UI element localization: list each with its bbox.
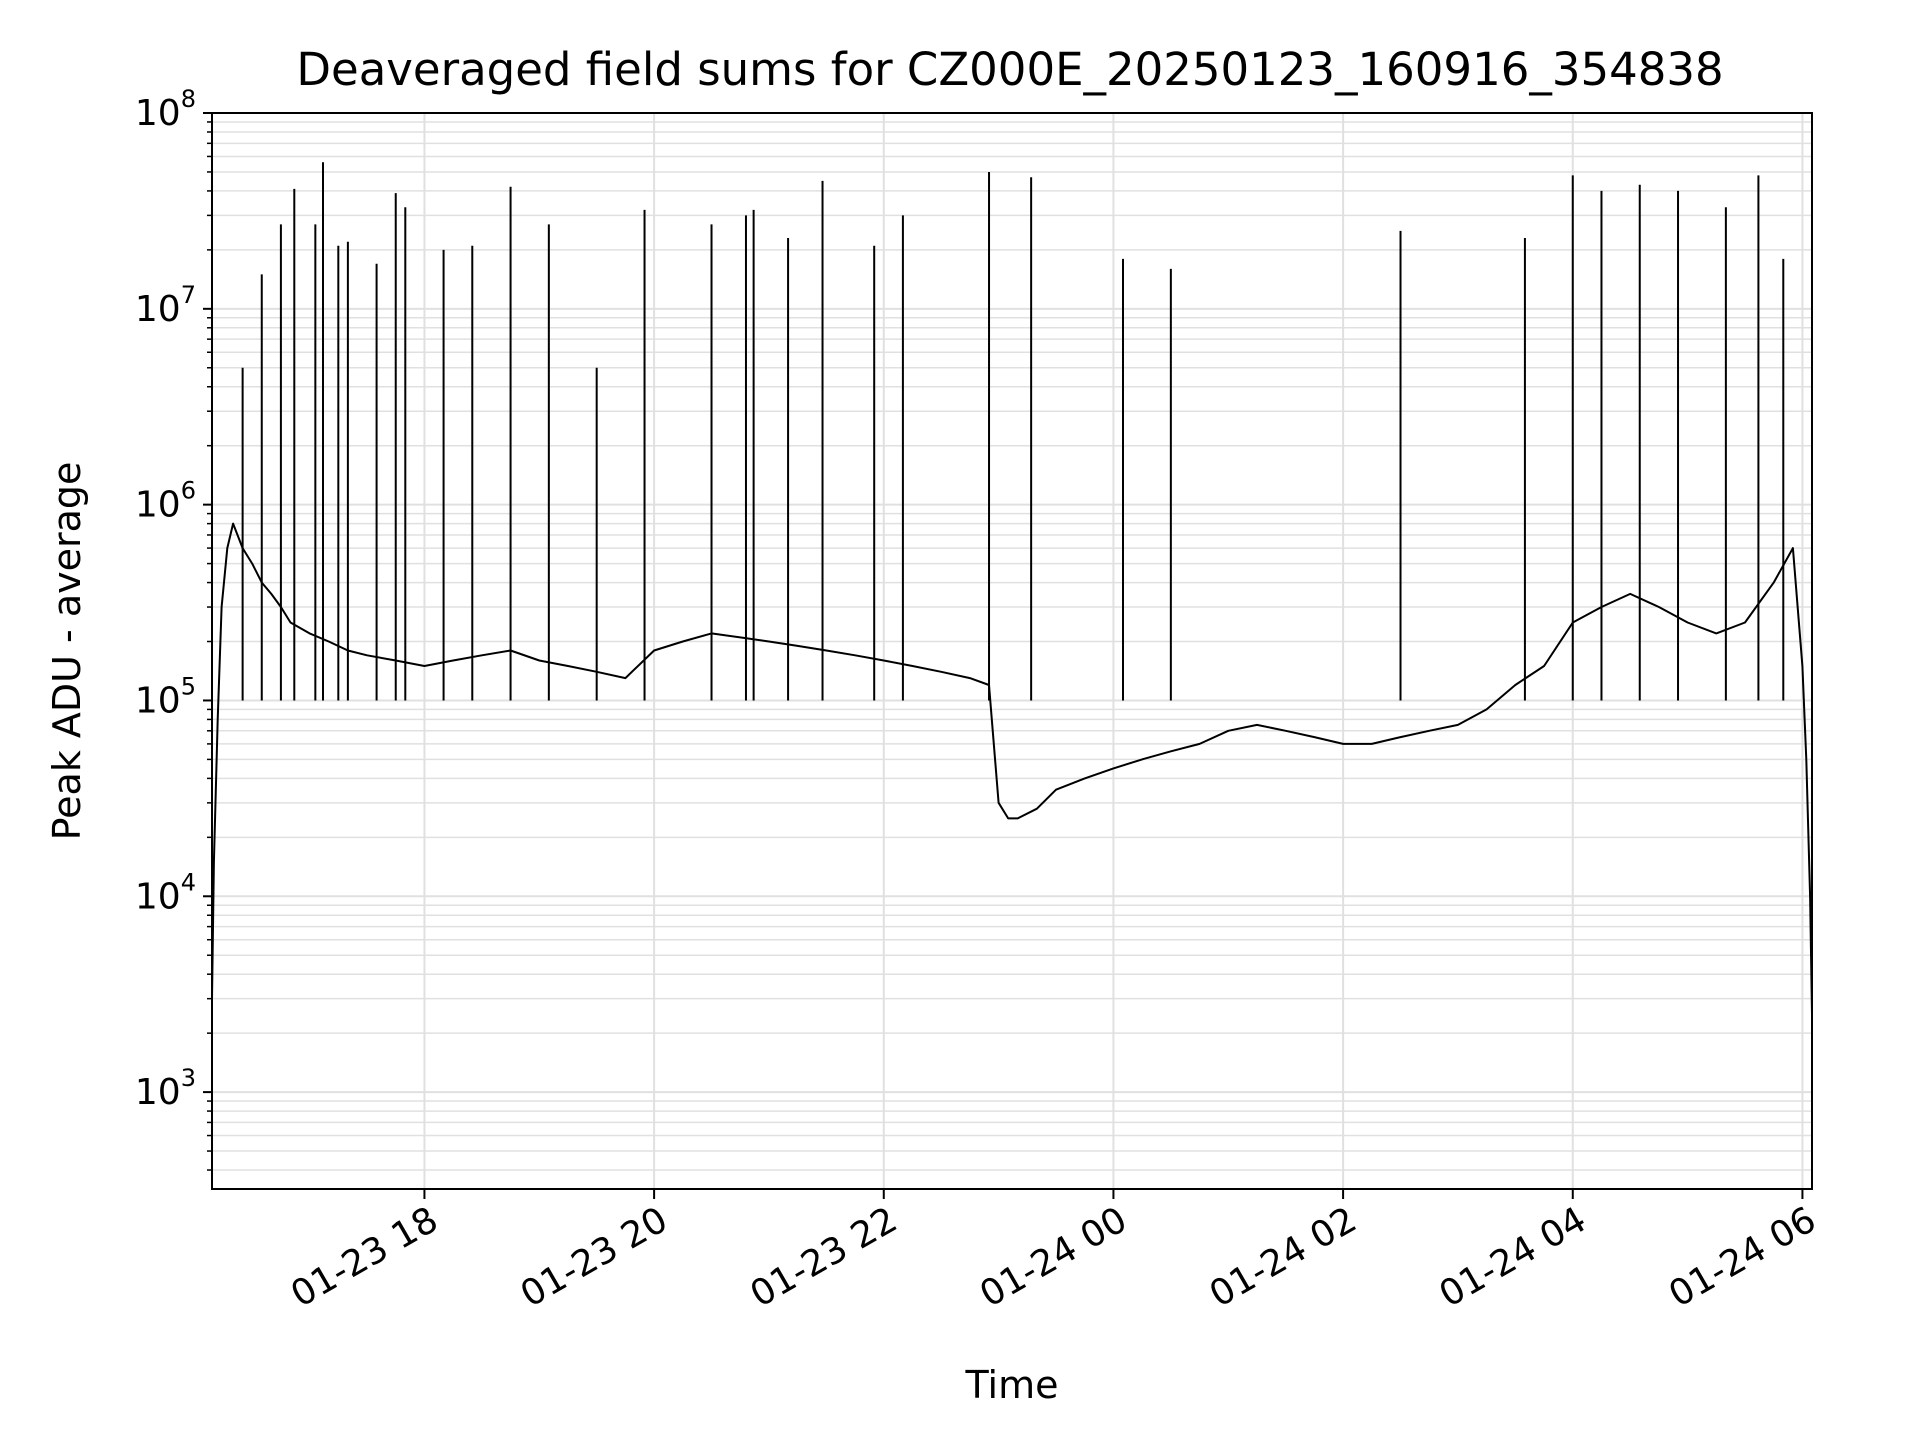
y-tick-label: 103 xyxy=(135,1064,196,1113)
x-axis-label: Time xyxy=(965,1363,1059,1407)
series-group xyxy=(212,162,1812,1015)
y-axis-label: Peak ADU - average xyxy=(45,462,89,841)
y-tick-base: 10 xyxy=(135,485,181,526)
y-tick-exponent: 6 xyxy=(181,477,196,505)
y-tick-label: 104 xyxy=(135,868,196,917)
y-tick-base: 10 xyxy=(135,93,181,134)
y-tick-label: 108 xyxy=(135,85,196,134)
y-tick-base: 10 xyxy=(135,1072,181,1113)
y-tick-exponent: 5 xyxy=(181,672,196,700)
y-tick-exponent: 7 xyxy=(181,281,196,309)
y-tick-exponent: 8 xyxy=(181,85,196,113)
y-tick-base: 10 xyxy=(135,876,181,917)
y-tick-label: 106 xyxy=(135,477,196,526)
plot-frame xyxy=(211,112,1813,1190)
chart-title: Deaveraged field sums for CZ000E_2025012… xyxy=(296,43,1723,96)
y-tick-exponent: 4 xyxy=(181,868,196,896)
y-tick-base: 10 xyxy=(135,680,181,721)
y-tick-exponent: 3 xyxy=(181,1064,196,1092)
y-tick-label: 107 xyxy=(135,281,196,330)
y-tick-label: 105 xyxy=(135,672,196,721)
y-tick-base: 10 xyxy=(135,289,181,330)
